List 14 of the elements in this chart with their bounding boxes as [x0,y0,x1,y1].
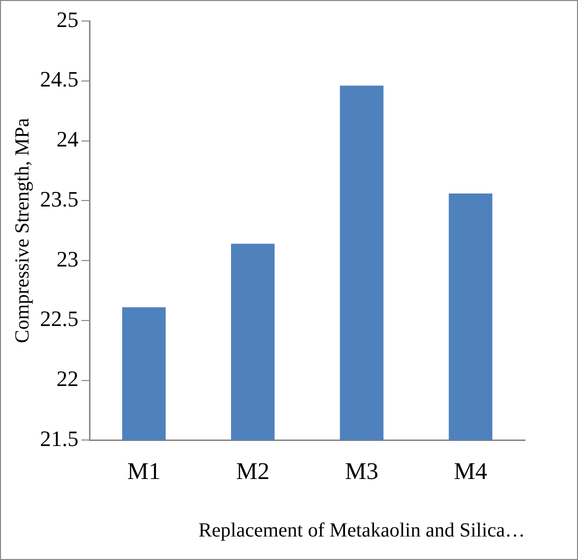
y-tick-label: 21.5 [40,426,78,451]
x-tick-label: M1 [127,458,161,485]
y-axis-title: Compressive Strength, MPa [11,118,34,344]
y-tick-label: 24.5 [40,66,78,92]
y-tick-label: 22.5 [40,306,78,332]
y-tick-label: 22 [56,366,78,392]
x-tick-label: M2 [236,458,270,485]
y-tick-label: 24 [56,126,78,152]
y-tick-label: 23.5 [40,186,78,212]
x-tick-label: M3 [345,458,378,485]
x-axis-title: Replacement of Metakaolin and Silica… [198,519,525,542]
y-tick-label: 25 [56,6,78,32]
x-tick-label: M4 [454,458,488,485]
y-tick-label: 23 [56,246,78,272]
